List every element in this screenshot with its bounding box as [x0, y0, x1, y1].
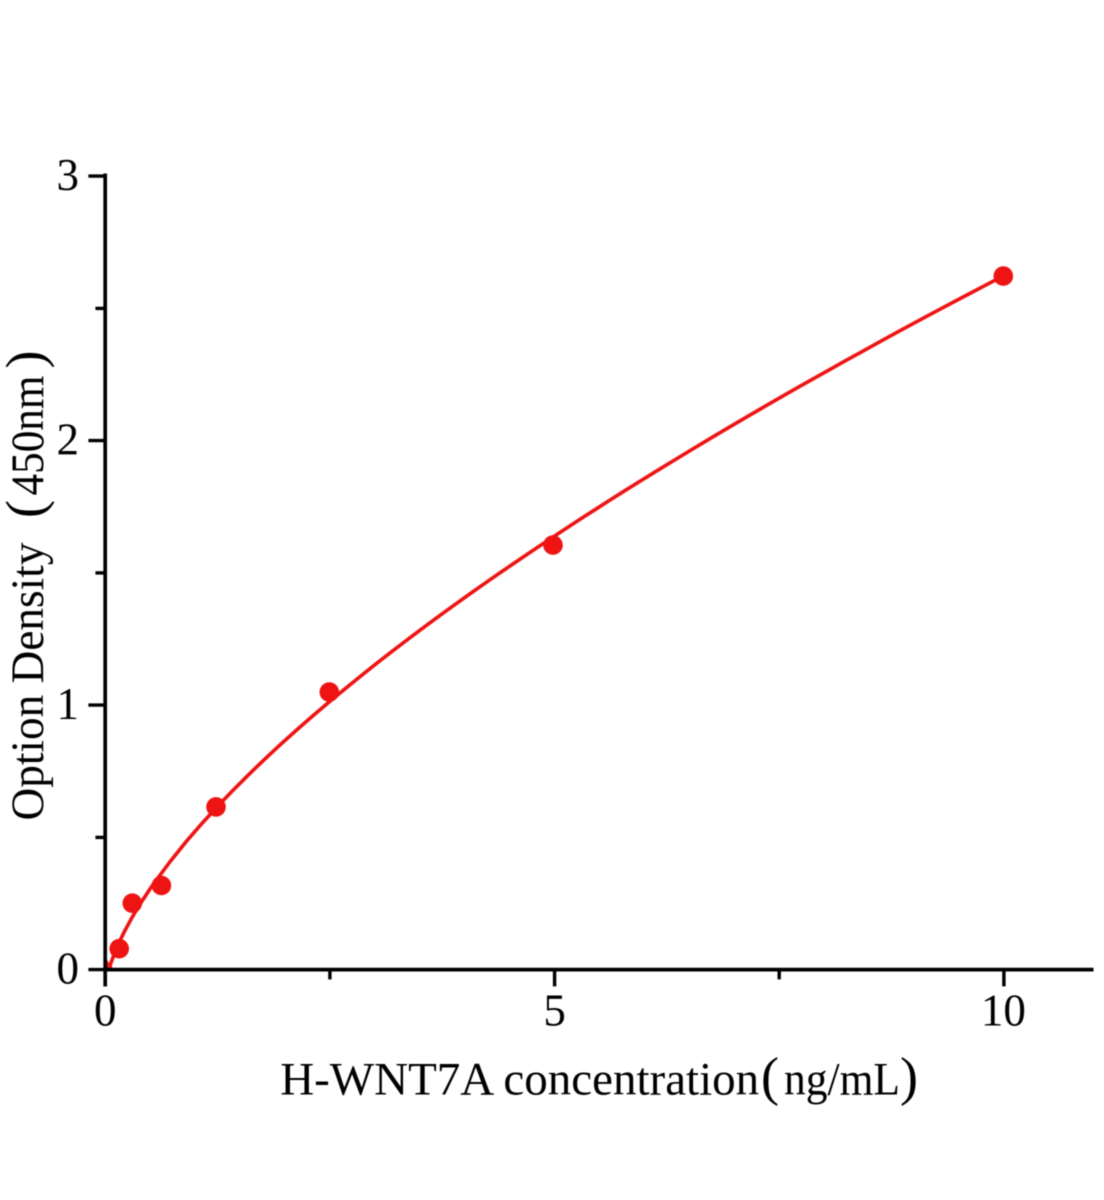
svg-text:1: 1 [57, 679, 80, 729]
svg-text:): ) [900, 1046, 918, 1106]
svg-text:2: 2 [57, 414, 80, 464]
svg-text:(: ( [761, 1046, 779, 1106]
svg-text:5: 5 [543, 986, 566, 1036]
svg-text:10: 10 [981, 986, 1026, 1036]
svg-text:3: 3 [57, 150, 80, 200]
svg-text:0: 0 [57, 943, 80, 993]
svg-text:Option Density: Option Density [2, 542, 54, 820]
svg-text:): ) [0, 351, 55, 369]
svg-text:450nm: 450nm [2, 376, 54, 496]
svg-text:(: ( [0, 500, 55, 518]
svg-text:ng/mL: ng/mL [784, 1053, 900, 1105]
svg-text:H-WNT7A concentration: H-WNT7A concentration [280, 1053, 759, 1105]
svg-text:0: 0 [94, 986, 117, 1036]
